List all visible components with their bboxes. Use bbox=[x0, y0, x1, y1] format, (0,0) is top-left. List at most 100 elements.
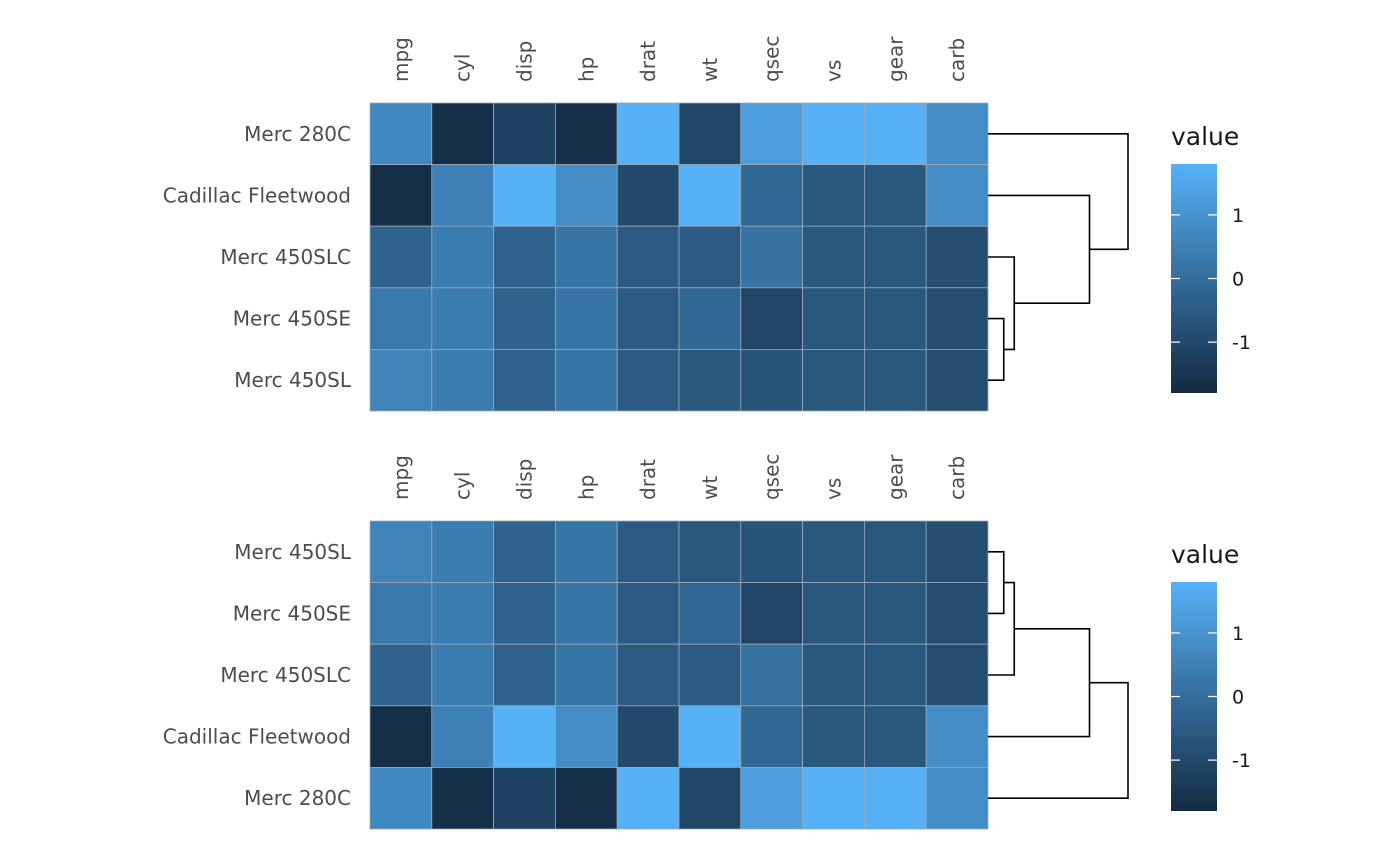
column-label-wt: wt bbox=[698, 58, 722, 82]
heatmap-cell-merc-450se-cyl bbox=[431, 582, 494, 645]
heatmap-cell-merc-280c-hp bbox=[555, 102, 618, 165]
legend-tick-label: 0 bbox=[1232, 269, 1244, 291]
heatmap-cell-merc-450sl-cyl bbox=[431, 348, 494, 412]
heatmap-cell-merc-280c-cyl bbox=[431, 102, 494, 165]
column-label-disp: disp bbox=[513, 41, 537, 82]
heatmap-cell-merc-450se-gear bbox=[864, 287, 927, 350]
heatmap-cell-cadillac-fleetwood-qsec bbox=[740, 705, 803, 768]
heatmap-cell-cadillac-fleetwood-vs bbox=[802, 705, 865, 768]
heatmap-cell-merc-450slc-drat bbox=[616, 225, 680, 289]
column-label-carb: carb bbox=[945, 456, 969, 500]
heatmap-cell-cadillac-fleetwood-disp bbox=[493, 164, 556, 227]
heatmap-cell-merc-450slc-vs bbox=[802, 643, 865, 707]
heatmap-cell-merc-450se-qsec bbox=[740, 287, 803, 350]
heatmap-cell-merc-450se-carb bbox=[925, 582, 989, 645]
heatmap-cell-merc-450se-disp bbox=[493, 582, 556, 645]
row-label-merc-450sl: Merc 450SL bbox=[234, 368, 352, 392]
heatmap-cell-merc-450sl-mpg bbox=[369, 348, 433, 412]
heatmap-cell-merc-450slc-vs bbox=[802, 225, 865, 289]
heatmap-cell-merc-450sl-carb bbox=[925, 348, 989, 412]
row-label-merc-450slc: Merc 450SLC bbox=[220, 245, 351, 269]
heatmap-cell-merc-450se-drat bbox=[616, 582, 680, 645]
heatmap-cell-merc-280c-qsec bbox=[740, 767, 803, 830]
column-label-gear: gear bbox=[883, 36, 907, 82]
heatmap-cell-cadillac-fleetwood-wt bbox=[678, 164, 742, 227]
heatmap-cell-merc-450slc-cyl bbox=[431, 643, 494, 707]
heatmap-cell-merc-280c-disp bbox=[493, 102, 556, 165]
heatmap-cell-merc-450se-wt bbox=[678, 582, 742, 645]
heatmap-cell-merc-280c-drat bbox=[616, 102, 680, 165]
row-label-cadillac-fleetwood: Cadillac Fleetwood bbox=[163, 725, 351, 749]
heatmap-cell-merc-280c-vs bbox=[802, 102, 865, 165]
dendrogram-branch bbox=[988, 581, 1016, 676]
heatmap-cell-cadillac-fleetwood-carb bbox=[925, 164, 989, 227]
row-label-merc-280c: Merc 280C bbox=[244, 786, 351, 810]
row-label-cadillac-fleetwood: Cadillac Fleetwood bbox=[163, 183, 351, 207]
row-label-merc-450se: Merc 450SE bbox=[233, 601, 351, 625]
heatmap-cell-merc-280c-mpg bbox=[369, 767, 433, 830]
heatmap-cell-cadillac-fleetwood-hp bbox=[555, 705, 618, 768]
heatmap-cell-merc-450slc-mpg bbox=[369, 225, 433, 289]
dendrogram-branch bbox=[988, 628, 1091, 738]
legend-tick-label: -1 bbox=[1232, 332, 1251, 354]
heatmap-cell-merc-450se-wt bbox=[678, 287, 742, 350]
column-label-vs: vs bbox=[822, 478, 846, 500]
heatmap-cell-merc-450slc-cyl bbox=[431, 225, 494, 289]
row-label-merc-450slc: Merc 450SLC bbox=[220, 663, 351, 687]
heatmap-cell-merc-450sl-qsec bbox=[740, 520, 803, 583]
heatmap-cell-merc-280c-qsec bbox=[740, 102, 803, 165]
heatmap-cell-merc-450sl-qsec bbox=[740, 348, 803, 412]
heatmap-cell-cadillac-fleetwood-gear bbox=[864, 705, 927, 768]
heatmap-cell-merc-280c-cyl bbox=[431, 767, 494, 830]
heatmap-cell-merc-450sl-gear bbox=[864, 520, 927, 583]
column-label-gear: gear bbox=[883, 454, 907, 500]
heatmap-cell-merc-450sl-drat bbox=[616, 348, 680, 412]
dendrogram-branch bbox=[988, 256, 1016, 351]
heatmap-cell-merc-450sl-cyl bbox=[431, 520, 494, 583]
legend-tick-label: 0 bbox=[1232, 687, 1244, 709]
heatmap-cell-merc-280c-mpg bbox=[369, 102, 433, 165]
heatmap-cell-merc-450sl-hp bbox=[555, 520, 618, 583]
heatmap-cells bbox=[369, 520, 989, 830]
heatmap-cell-cadillac-fleetwood-drat bbox=[616, 705, 680, 768]
heatmap-cell-merc-450sl-mpg bbox=[369, 520, 433, 583]
color-legend: value 1 0 -1 bbox=[1171, 122, 1251, 393]
column-label-qsec: qsec bbox=[760, 36, 784, 82]
column-label-mpg: mpg bbox=[389, 455, 413, 500]
heatmap-cell-merc-450slc-qsec bbox=[740, 643, 803, 707]
heatmap-cell-cadillac-fleetwood-drat bbox=[616, 164, 680, 227]
heatmap-cell-merc-450sl-disp bbox=[493, 348, 556, 412]
row-label-merc-280c: Merc 280C bbox=[244, 122, 351, 146]
heatmap-cell-merc-450se-mpg bbox=[369, 582, 433, 645]
heatmap-cell-merc-450slc-hp bbox=[555, 225, 618, 289]
legend-tick-label: -1 bbox=[1232, 750, 1251, 772]
row-dendrogram bbox=[988, 551, 1129, 799]
column-label-qsec: qsec bbox=[760, 454, 784, 500]
heatmap-cell-merc-450se-drat bbox=[616, 287, 680, 350]
heatmap-cell-cadillac-fleetwood-gear bbox=[864, 164, 927, 227]
heatmap-cell-merc-280c-wt bbox=[678, 102, 742, 165]
heatmap-cell-cadillac-fleetwood-disp bbox=[493, 705, 556, 768]
column-label-hp: hp bbox=[574, 475, 598, 500]
dendrogram-branch bbox=[988, 551, 1005, 615]
dendrogram-branch bbox=[988, 133, 1129, 251]
legend-tick-label: 1 bbox=[1232, 205, 1244, 227]
row-label-merc-450se: Merc 450SE bbox=[233, 307, 351, 331]
heatmap-cell-merc-450slc-qsec bbox=[740, 225, 803, 289]
heatmap-cell-merc-450se-hp bbox=[555, 582, 618, 645]
legend-tick-label: 1 bbox=[1232, 623, 1244, 645]
row-label-merc-450sl: Merc 450SL bbox=[234, 540, 352, 564]
heatmap-cell-merc-450sl-drat bbox=[616, 520, 680, 583]
heatmap-cell-merc-450slc-wt bbox=[678, 225, 742, 289]
heatmap-cell-merc-450se-hp bbox=[555, 287, 618, 350]
heatmap-cell-merc-450slc-disp bbox=[493, 225, 556, 289]
heatmap-cell-cadillac-fleetwood-vs bbox=[802, 164, 865, 227]
column-label-mpg: mpg bbox=[389, 37, 413, 82]
legend-title: value bbox=[1171, 122, 1239, 151]
heatmap-cell-merc-450slc-disp bbox=[493, 643, 556, 707]
heatmap-cell-cadillac-fleetwood-carb bbox=[925, 705, 989, 768]
heatmap-cell-merc-450se-vs bbox=[802, 287, 865, 350]
heatmap-cell-merc-280c-carb bbox=[925, 102, 989, 165]
column-label-drat: drat bbox=[636, 41, 660, 82]
